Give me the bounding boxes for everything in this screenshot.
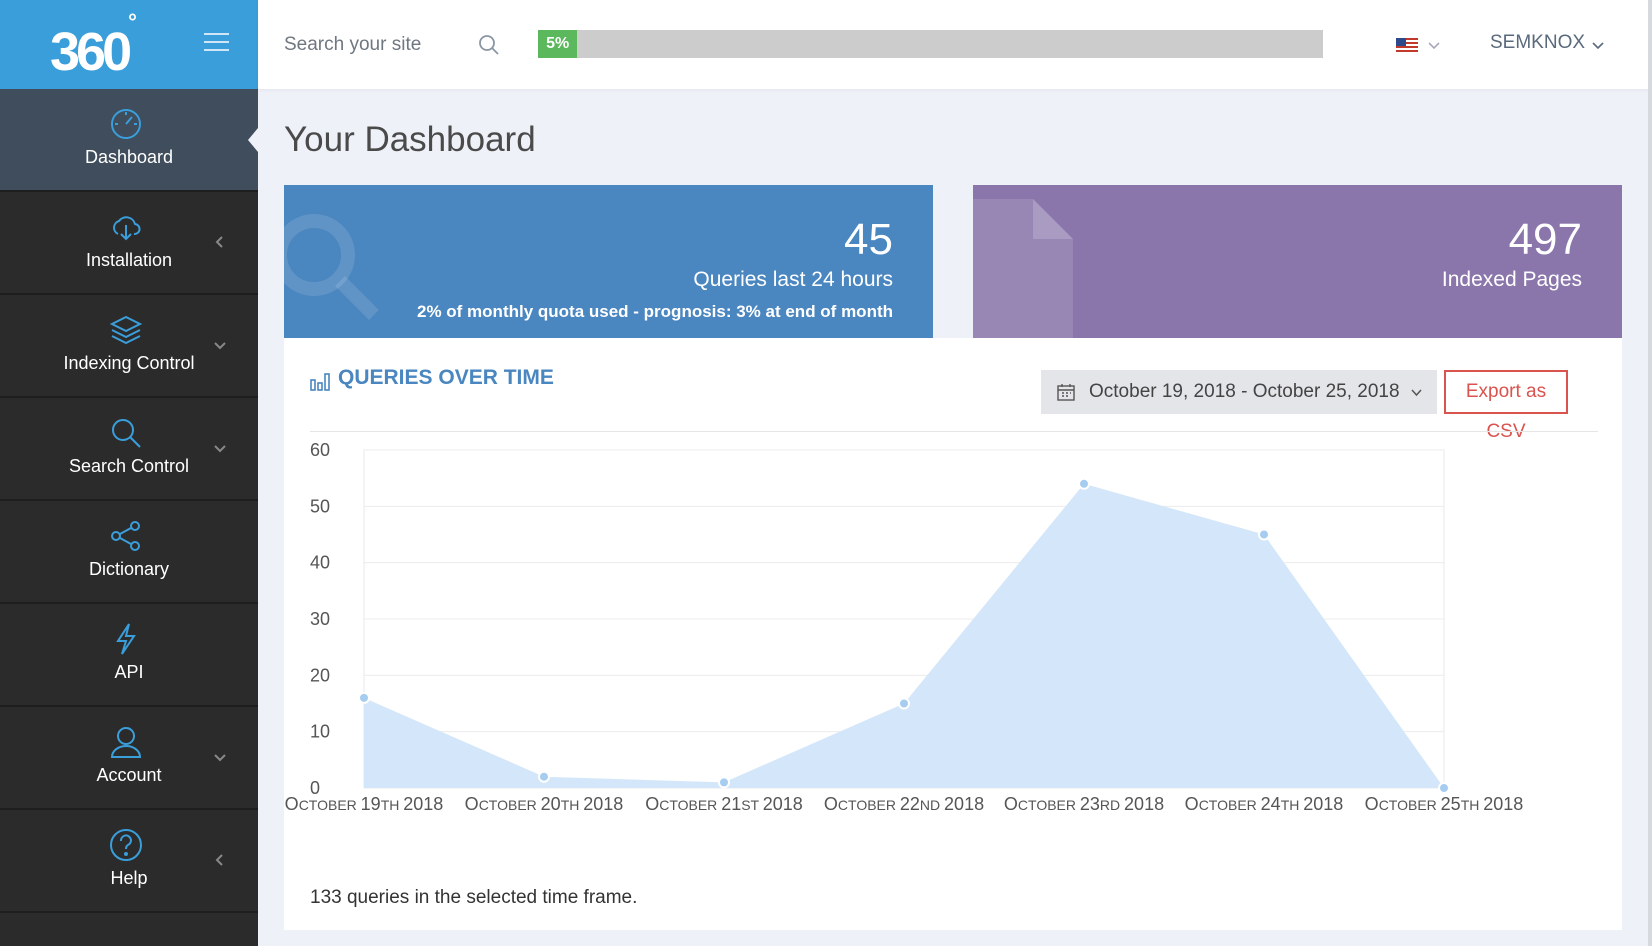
queries-count: 45 (844, 215, 893, 264)
x-tick-label: OCTOBER 24TH 2018 (1185, 794, 1344, 814)
data-point[interactable] (1438, 782, 1450, 794)
indexed-pages-label: Indexed Pages (1441, 268, 1582, 291)
sidebar-item-indexing-control[interactable]: Indexing Control (0, 295, 258, 398)
sidebar-item-account[interactable]: Account (0, 707, 258, 810)
chevron-left-icon (215, 854, 223, 866)
sidebar-item-label: API (114, 662, 144, 682)
data-point[interactable] (358, 691, 370, 704)
chevron-left-icon (215, 236, 223, 248)
y-tick-label: 20 (310, 665, 330, 685)
queries-over-time-panel: QUERIES OVER TIME October 19, 2018 - Oct… (284, 338, 1622, 930)
y-tick-label: 30 (310, 609, 330, 629)
chevron-down-icon (214, 754, 226, 762)
speedometer-icon (111, 109, 141, 139)
us-flag-icon[interactable] (1396, 38, 1418, 53)
quota-progress-fill: 5% (538, 30, 578, 58)
queries-chart: 0 10 20 30 40 50 60 OCTOBER 19TH 2018 OCTOBER 2… (285, 440, 1524, 814)
sidebar-item-dictionary[interactable]: Dictionary (0, 501, 258, 604)
y-tick-label: 60 (310, 440, 330, 460)
sidebar-item-label: Dashboard (84, 147, 174, 167)
chevron-down-icon (1411, 389, 1422, 397)
panel-title: QUERIES OVER TIME (338, 366, 554, 389)
lightning-icon (116, 623, 136, 655)
chevron-down-icon[interactable] (1592, 41, 1604, 51)
page-title: Your Dashboard (284, 120, 536, 159)
sidebar-item-label: Indexing Control (63, 353, 195, 373)
y-tick-label: 50 (310, 496, 330, 516)
share-icon (111, 521, 140, 551)
sidebar-item-api[interactable]: API (0, 604, 258, 707)
sidebar-item-label: Search Control (68, 456, 190, 476)
y-tick-label: 0 (310, 778, 320, 798)
queries-summary: 133 queries in the selected time frame. (310, 887, 638, 908)
x-tick-label: OCTOBER 19TH 2018 (285, 794, 444, 814)
cloud-download-icon (113, 216, 141, 241)
user-menu[interactable]: SEMKNOX (1490, 32, 1586, 53)
sidebar-item-installation[interactable]: Installation (0, 192, 258, 295)
chevron-down-icon (214, 342, 226, 350)
magnifier-icon (112, 419, 141, 448)
queries-label: Queries last 24 hours (693, 268, 893, 291)
sidebar: 360° Dashboard Installation Indexing Con… (0, 0, 258, 946)
quota-progress-bar: 5% (538, 30, 1323, 58)
x-tick-label: OCTOBER 21ST 2018 (645, 794, 803, 814)
queries-series-area (364, 483, 1444, 788)
y-tick-label: 10 (310, 722, 330, 742)
data-point[interactable] (718, 776, 730, 789)
queries-stat-card: 45 Queries last 24 hours 2% of monthly q… (284, 185, 933, 338)
sidebar-item-label: Dictionary (88, 559, 170, 579)
sidebar-item-label: Account (96, 765, 162, 785)
quota-note: 2% of monthly quota used - prognosis: 3%… (417, 302, 893, 321)
data-point[interactable] (1258, 528, 1270, 541)
y-tick-label: 40 (310, 553, 330, 573)
export-csv-button[interactable]: Export as CSV (1444, 370, 1568, 442)
logo[interactable]: 360° (50, 9, 137, 82)
question-icon (110, 829, 142, 861)
data-point[interactable] (898, 697, 910, 710)
data-point[interactable] (1078, 477, 1090, 490)
user-icon (110, 727, 142, 758)
x-tick-label: OCTOBER 25TH 2018 (1365, 794, 1524, 814)
x-tick-label: OCTOBER 23RD 2018 (1004, 794, 1164, 814)
data-point[interactable] (538, 770, 550, 783)
layers-icon (109, 315, 143, 345)
scrollbar[interactable] (1648, 0, 1652, 946)
sidebar-item-dashboard[interactable]: Dashboard (0, 89, 258, 192)
chevron-down-icon (214, 445, 226, 453)
bar-chart-icon (310, 373, 330, 391)
date-range-picker[interactable]: October 19, 2018 - October 25, 2018 (1041, 370, 1437, 414)
sidebar-item-help[interactable]: Help (0, 810, 258, 913)
x-tick-label: OCTOBER 22ND 2018 (824, 794, 984, 814)
indexed-pages-count: 497 (1508, 215, 1582, 264)
search-input[interactable] (284, 28, 484, 62)
divider (310, 431, 1598, 432)
search-icon[interactable] (478, 34, 500, 56)
x-tick-label: OCTOBER 20TH 2018 (465, 794, 624, 814)
sidebar-item-label: Installation (85, 250, 173, 270)
sidebar-item-search-control[interactable]: Search Control (0, 398, 258, 501)
date-range-text: October 19, 2018 - October 25, 2018 (1089, 381, 1400, 402)
chevron-down-icon[interactable] (1428, 41, 1440, 51)
hamburger-menu-icon[interactable] (204, 33, 229, 55)
document-icon (973, 199, 1073, 338)
magnifier-icon (284, 214, 379, 320)
calendar-icon (1057, 384, 1075, 401)
logo-bar: 360° (0, 0, 258, 89)
sidebar-item-label: Help (110, 868, 148, 888)
pages-stat-card: 497 Indexed Pages (973, 185, 1622, 338)
topbar: 5% SEMKNOX (258, 0, 1652, 89)
